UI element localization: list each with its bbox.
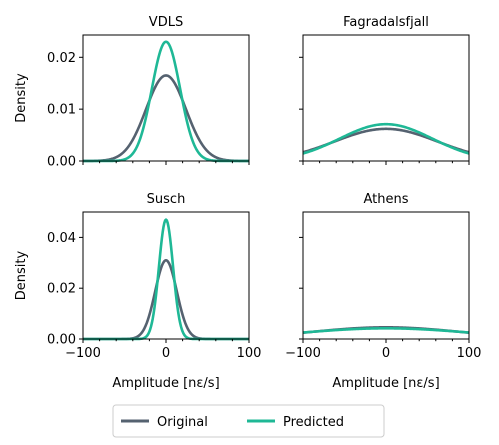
series-line-predicted xyxy=(82,218,250,341)
x-tick-label: 100 xyxy=(237,346,262,361)
y-axis-label: Density xyxy=(14,73,29,123)
y-tick-label: 0.04 xyxy=(47,231,76,246)
series-line-original xyxy=(302,127,470,154)
subplot-title: Susch xyxy=(147,192,186,207)
x-axis-label: Amplitude [nε/s] xyxy=(332,376,439,391)
y-tick-label: 0.02 xyxy=(47,282,76,297)
series-line-original xyxy=(82,258,250,341)
y-tick-label: 0.00 xyxy=(47,155,76,170)
legend: Original Predicted xyxy=(112,404,385,438)
y-tick-label: 0.01 xyxy=(47,103,76,118)
legend-label-predicted: Predicted xyxy=(283,415,344,430)
subplot-3: Athens −100 0 100 Amplitude [nε/s] xyxy=(285,192,481,391)
axes-frame xyxy=(302,34,470,162)
x-axis-label: Amplitude [nε/s] xyxy=(112,376,219,391)
legend-label-original: Original xyxy=(157,415,208,430)
x-tick-label: 100 xyxy=(457,346,482,361)
series-line-predicted xyxy=(302,327,470,334)
subplot-title: Athens xyxy=(363,192,408,207)
x-tick-label: −100 xyxy=(285,346,321,361)
x-tick-label: 0 xyxy=(162,346,170,361)
subplot-title: VDLS xyxy=(149,15,183,30)
subplot-2: Susch 0.00 0.02 0.04 −100 0 100 Density Amplitud… xyxy=(14,192,261,391)
series-line-predicted xyxy=(82,40,250,163)
x-tick-label: −100 xyxy=(65,346,101,361)
x-tick-label: 0 xyxy=(382,346,390,361)
y-axis-label: Density xyxy=(14,250,29,300)
subplot-0: VDLS 0.00 0.01 0.02 Density xyxy=(14,15,250,170)
axes-frame xyxy=(82,34,250,162)
subplot-1: Fagradalsfjall xyxy=(299,15,470,165)
series-line-predicted xyxy=(302,122,470,155)
y-tick-label: 0.00 xyxy=(47,333,76,348)
axes-frame xyxy=(302,211,470,340)
subplot-title: Fagradalsfjall xyxy=(343,15,429,30)
y-tick-label: 0.02 xyxy=(47,51,76,66)
series-line-original xyxy=(82,74,250,163)
axes-frame xyxy=(82,211,250,340)
